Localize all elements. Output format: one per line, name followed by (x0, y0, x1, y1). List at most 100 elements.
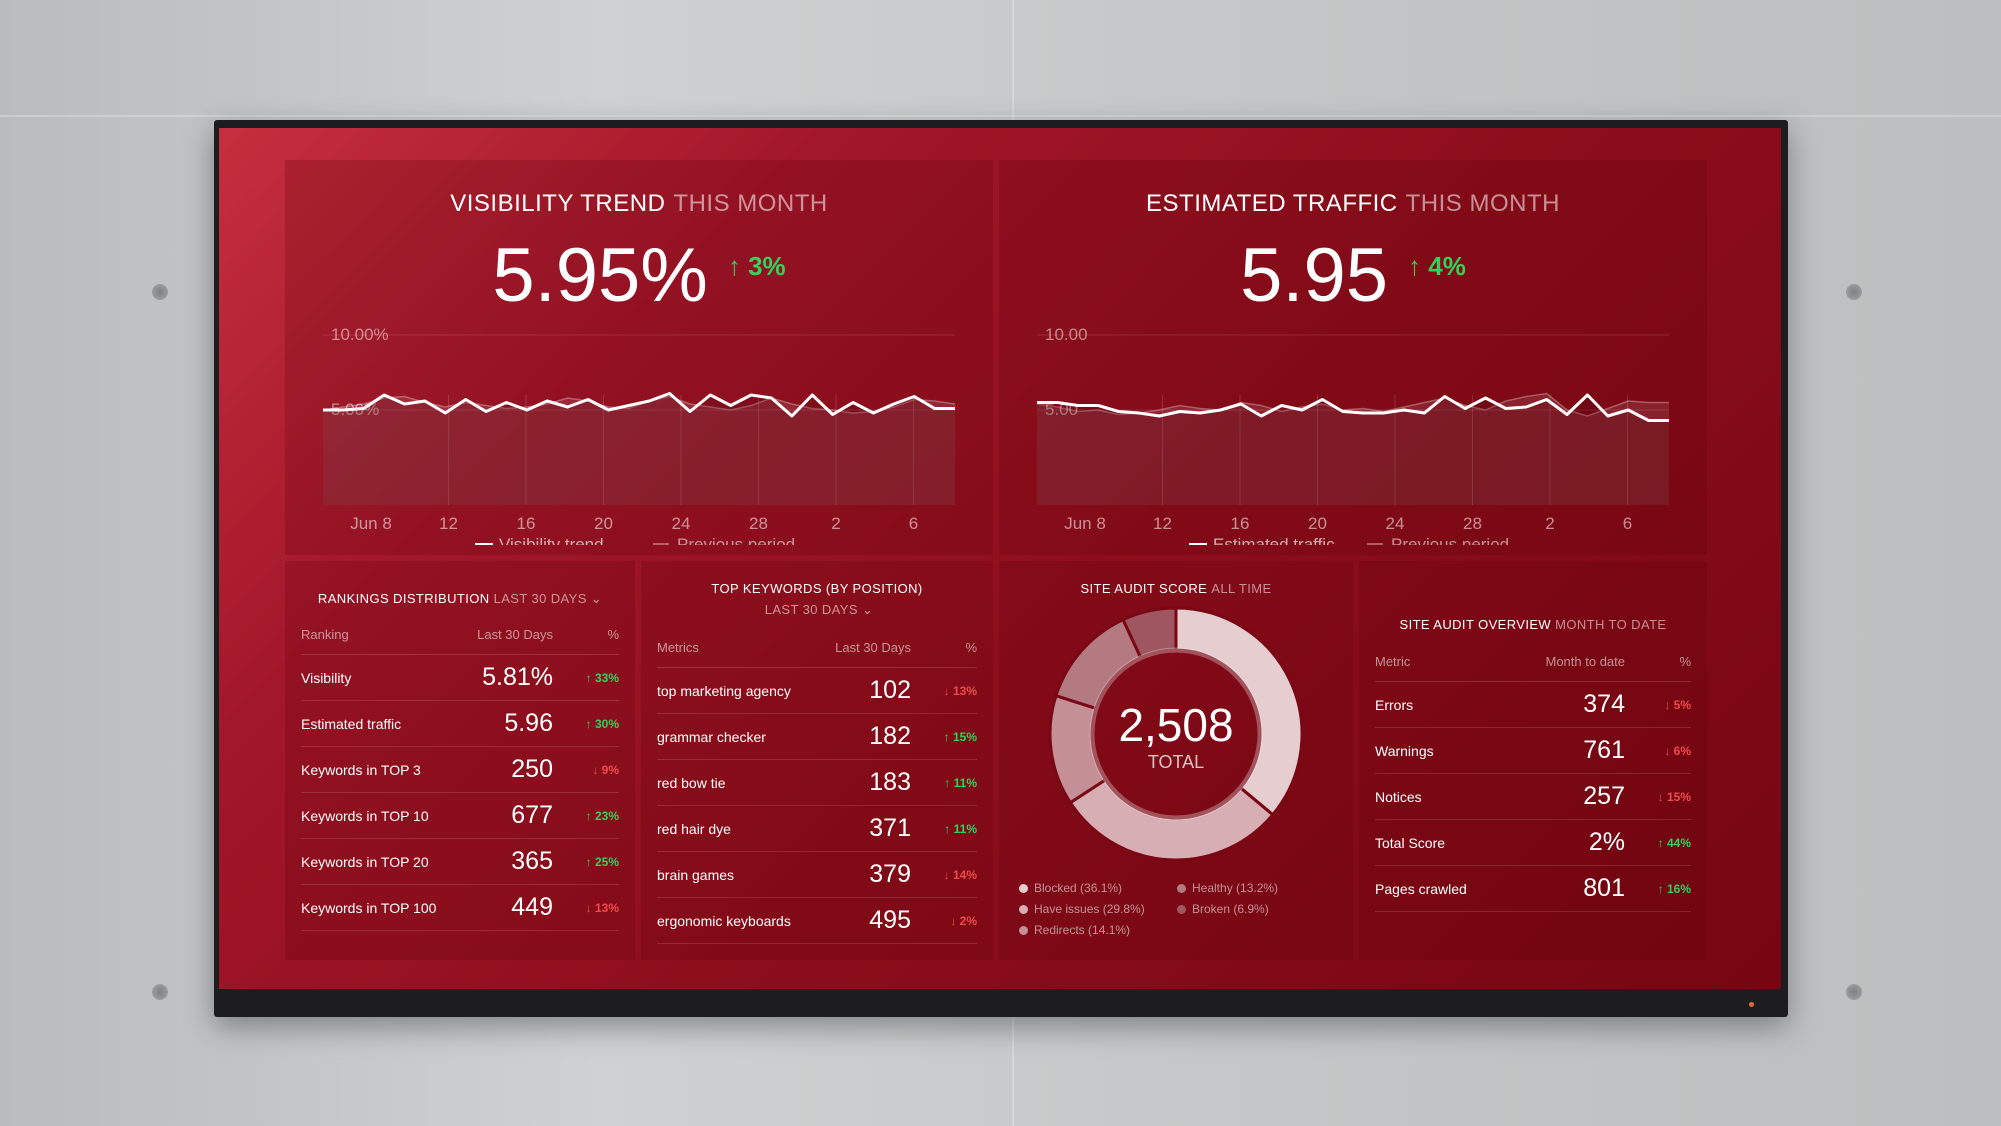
previous-period-area (1037, 393, 1669, 505)
x-tick-label: 2 (831, 514, 840, 533)
row-change-value: 23% (594, 808, 619, 823)
legend-label: Previous period (1391, 535, 1509, 545)
row-change: ↑ 33% (553, 654, 619, 701)
audit-overview-table: Metric Month to date % Errors 374 ↓ 5% War… (1375, 654, 1691, 912)
legend-item: Blocked (36.1%) (1019, 881, 1145, 902)
panel-title: RANKINGS DISTRIBUTION LAST 30 DAYS ⌄ (301, 591, 619, 607)
x-tick-label: 24 (672, 514, 691, 533)
col-header: % (1625, 654, 1691, 682)
row-change: ↓ 13% (911, 667, 977, 714)
wall-hole (1846, 984, 1862, 1000)
col-header: Ranking (301, 627, 463, 655)
legend-label: Healthy (13.2%) (1192, 881, 1279, 895)
x-tick-label: 28 (1463, 514, 1482, 533)
current-series-line (323, 392, 955, 418)
row-value: 2% (1508, 819, 1625, 866)
chevron-down-icon: ⌄ (590, 591, 603, 606)
y-tick-label: 10.00 (1045, 325, 1088, 344)
arrow-down-icon: ↓ (585, 900, 592, 915)
table-row: Visibility 5.81% ↑ 33% (301, 654, 619, 701)
row-value: 250 (462, 746, 553, 793)
period-text: LAST 30 DAYS (764, 602, 858, 617)
kpi-change-value: 3% (748, 251, 786, 282)
row-label: Keywords in TOP 3 (301, 746, 463, 793)
row-label: Keywords in TOP 100 (301, 884, 463, 931)
row-value: 761 (1508, 727, 1625, 774)
title-text: SITE AUDIT SCORE (1080, 581, 1208, 596)
legend-label: Estimated traffic (1213, 535, 1335, 545)
col-header: Last 30 Days (462, 627, 553, 655)
period-text: THIS MONTH (673, 190, 828, 217)
table-row: Total Score 2% ↑ 44% (1375, 819, 1691, 866)
audit-donut-chart (1048, 606, 1304, 862)
row-value: 183 (819, 759, 911, 806)
rankings-distribution-panel: RANKINGS DISTRIBUTION LAST 30 DAYS ⌄ Rank… (285, 561, 635, 960)
row-change-value: 11% (953, 821, 977, 836)
row-change: ↑ 44% (1625, 819, 1691, 866)
row-value: 5.81% (462, 654, 553, 701)
row-value: 801 (1508, 865, 1625, 912)
table-row: Errors 374 ↓ 5% (1375, 681, 1691, 728)
row-change-value: 16% (1666, 881, 1691, 896)
row-change: ↓ 2% (911, 897, 977, 944)
legend-dot (1177, 884, 1186, 893)
donut-slice-have-issues (1068, 777, 1275, 862)
table-row: Keywords in TOP 100 449 ↓ 13% (301, 884, 619, 931)
period-dropdown[interactable]: LAST 30 DAYS ⌄ (661, 602, 977, 618)
donut-inner-ring (1089, 647, 1263, 821)
row-change-value: 25% (594, 854, 619, 869)
legend-dot (1019, 926, 1028, 935)
x-tick-label: 16 (517, 514, 536, 533)
kpi-number: 5.95 (1240, 233, 1389, 318)
row-label: Notices (1375, 773, 1509, 820)
row-label: top marketing agency (657, 667, 820, 714)
row-label: red hair dye (657, 805, 820, 852)
panel-title: ESTIMATED TRAFFIC THIS MONTH (999, 190, 1707, 218)
rankings-table: Ranking Last 30 Days % Visibility 5.81% ↑… (301, 627, 619, 931)
col-header: Metric (1375, 654, 1509, 682)
kpi-value: 5.95 ↑ 4% (999, 232, 1707, 319)
col-header: Metrics (657, 640, 820, 668)
col-header: % (553, 627, 619, 655)
x-tick-label: 6 (909, 514, 918, 533)
table-row: Keywords in TOP 10 677 ↑ 23% (301, 792, 619, 839)
row-change-value: 5% (1673, 697, 1691, 712)
row-value: 102 (819, 667, 911, 714)
row-change: ↓ 14% (911, 851, 977, 898)
row-change-value: 44% (1666, 835, 1691, 850)
row-change: ↓ 13% (553, 884, 619, 931)
title-text: ESTIMATED TRAFFIC (1146, 190, 1398, 217)
row-change: ↓ 9% (553, 746, 619, 793)
title-text: SITE AUDIT OVERVIEW (1399, 617, 1552, 632)
period-dropdown[interactable]: LAST 30 DAYS ⌄ (494, 591, 603, 606)
table-row: grammar checker 182 ↑ 15% (657, 713, 977, 760)
row-value: 495 (819, 897, 911, 944)
site-audit-score-panel: SITE AUDIT SCORE ALL TIME 2,508 TOTAL Blo… (999, 561, 1353, 960)
arrow-up-icon: ↑ (585, 716, 592, 731)
donut-total-label: TOTAL (1147, 752, 1205, 772)
legend-item: Redirects (14.1%) (1019, 923, 1145, 944)
table-row: Pages crawled 801 ↑ 16% (1375, 865, 1691, 912)
row-change: ↑ 11% (911, 759, 977, 806)
row-change: ↑ 25% (553, 838, 619, 885)
legend-dot (1019, 905, 1028, 914)
table-row: Notices 257 ↓ 15% (1375, 773, 1691, 820)
row-value: 371 (819, 805, 911, 852)
x-tick-label: 12 (1153, 514, 1172, 533)
panel-title: SITE AUDIT OVERVIEW MONTH TO DATE (1375, 617, 1691, 632)
table-row: Estimated traffic 5.96 ↑ 30% (301, 700, 619, 747)
legend-item: Have issues (29.8%) (1019, 902, 1145, 923)
panel-title: TOP KEYWORDS (BY POSITION) LAST 30 DAYS ⌄ (657, 581, 977, 618)
arrow-up-icon: ↑ (944, 821, 951, 836)
arrow-down-icon: ↓ (950, 913, 957, 928)
row-value: 379 (819, 851, 911, 898)
x-tick-label: 20 (1308, 514, 1327, 533)
donut-center: 2,508 TOTAL (999, 698, 1353, 773)
arrow-down-icon: ↓ (943, 683, 950, 698)
previous-period-area (323, 396, 955, 505)
wall-seam (0, 115, 2001, 117)
row-value: 677 (462, 792, 553, 839)
row-label: Errors (1375, 681, 1509, 728)
current-series-line (1037, 393, 1669, 422)
